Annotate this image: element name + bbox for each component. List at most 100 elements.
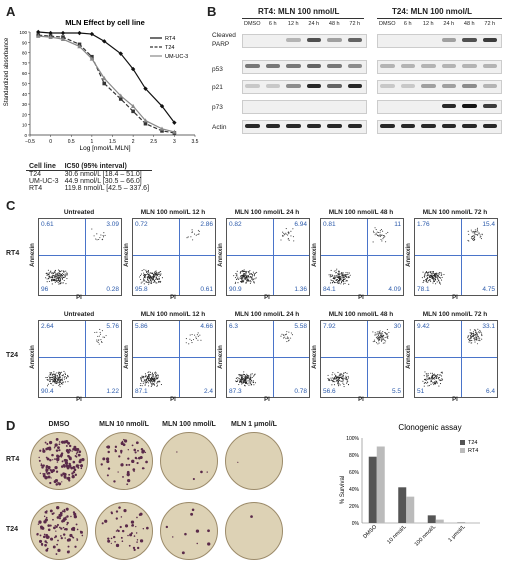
cell-dot [435, 374, 437, 376]
cell-dot [160, 271, 162, 273]
colony [76, 537, 78, 540]
cell-dot [59, 274, 61, 276]
cell-dot [48, 379, 50, 381]
cell-dot [152, 375, 154, 377]
cell-dot [345, 378, 347, 380]
colony [74, 473, 78, 477]
cell-dot [426, 378, 428, 380]
cell-dot [147, 278, 149, 280]
cell-dot [239, 272, 242, 274]
colony [54, 466, 58, 470]
blot-strip [242, 80, 367, 94]
cell-dot [99, 237, 101, 239]
cell-dot [53, 373, 55, 375]
cell-dot [251, 277, 253, 279]
colony [144, 451, 147, 454]
colony [58, 482, 62, 486]
colony [71, 450, 73, 452]
ic50-value: 30.6 nmol/L [18.4 – 51.0] [64, 171, 142, 178]
cell-dot [377, 231, 380, 234]
cell-dot [475, 337, 477, 339]
cell-dot [97, 335, 99, 337]
cell-dot [474, 341, 476, 343]
cell-dot [244, 270, 246, 272]
cell-dot [344, 278, 346, 280]
quadrant-gate-vertical [85, 219, 86, 295]
facs-condition-title: MLN 100 nmol/L 48 h [328, 311, 394, 318]
data-point-UM-UC-3 [36, 33, 41, 38]
cell-dot [59, 380, 61, 382]
cell-dot [476, 234, 478, 236]
cell-dot [292, 236, 294, 238]
facs-x-label: PI [264, 397, 270, 403]
cell-dot [424, 379, 426, 381]
colony [133, 548, 136, 551]
colony [73, 471, 76, 474]
cell-dot [331, 279, 333, 282]
cell-dot [379, 335, 381, 337]
cell-dot [379, 330, 381, 332]
cell-dot [339, 279, 341, 281]
plate-column-title: MLN 10 nmol/L [99, 421, 149, 428]
cell-dot [339, 273, 341, 275]
cell-dot [438, 376, 440, 378]
colony [124, 524, 129, 528]
cell-dot [382, 339, 384, 341]
colony [40, 464, 43, 467]
cell-dot [471, 342, 473, 344]
blot-group-rt4: RT4: MLN 100 nmol/L [258, 7, 340, 16]
cell-dot [148, 283, 150, 285]
cell-dot [93, 235, 95, 237]
cell-dot [149, 277, 151, 279]
cell-dot [142, 375, 144, 378]
cell-dot [141, 375, 143, 377]
colony [38, 520, 42, 524]
cell-dot [236, 278, 238, 280]
cell-dot [340, 283, 342, 285]
cell-dot [234, 282, 236, 284]
colony [60, 536, 63, 540]
cell-dot [51, 276, 53, 278]
cell-dot [248, 272, 250, 274]
colony [68, 473, 71, 476]
cell-dot [478, 332, 480, 334]
cell-dot [148, 371, 150, 373]
cell-dot [254, 278, 256, 280]
cell-dot [288, 232, 290, 234]
cell-dot [381, 240, 383, 242]
y-tick-label: 60 [22, 71, 28, 76]
colony [55, 483, 59, 486]
cell-dot [427, 271, 429, 273]
colony [107, 467, 111, 470]
plate-column-title: MLN 1 μmol/L [231, 421, 277, 428]
facs-plot: 7.92 30 56.6 5.5 [320, 320, 404, 398]
cell-dot [338, 278, 340, 280]
colony [106, 460, 110, 464]
cell-dot [425, 280, 427, 282]
cell-dot [249, 273, 251, 275]
cell-dot [481, 338, 483, 340]
cell-dot [238, 381, 241, 383]
blot-strip [242, 100, 367, 114]
cell-dot [378, 332, 380, 334]
cell-dot [152, 278, 154, 280]
cell-dot [57, 274, 59, 276]
colony [52, 459, 54, 461]
cell-dot [59, 270, 61, 273]
colony [45, 533, 48, 537]
cell-dot [431, 372, 434, 374]
cell-dot [49, 378, 51, 380]
blot-band [462, 38, 477, 42]
facs-row-label: RT4 [6, 250, 20, 257]
colony [117, 471, 119, 473]
colony [45, 471, 48, 473]
cell-dot [142, 280, 145, 282]
cell-dot [154, 381, 156, 383]
cell-dot [330, 377, 332, 379]
cell-dot [436, 274, 438, 276]
cell-dot [288, 231, 290, 233]
colony [56, 516, 60, 519]
quadrant-percent: 7.92 [323, 323, 336, 330]
cell-dot [328, 274, 330, 276]
cell-dot [340, 274, 342, 276]
